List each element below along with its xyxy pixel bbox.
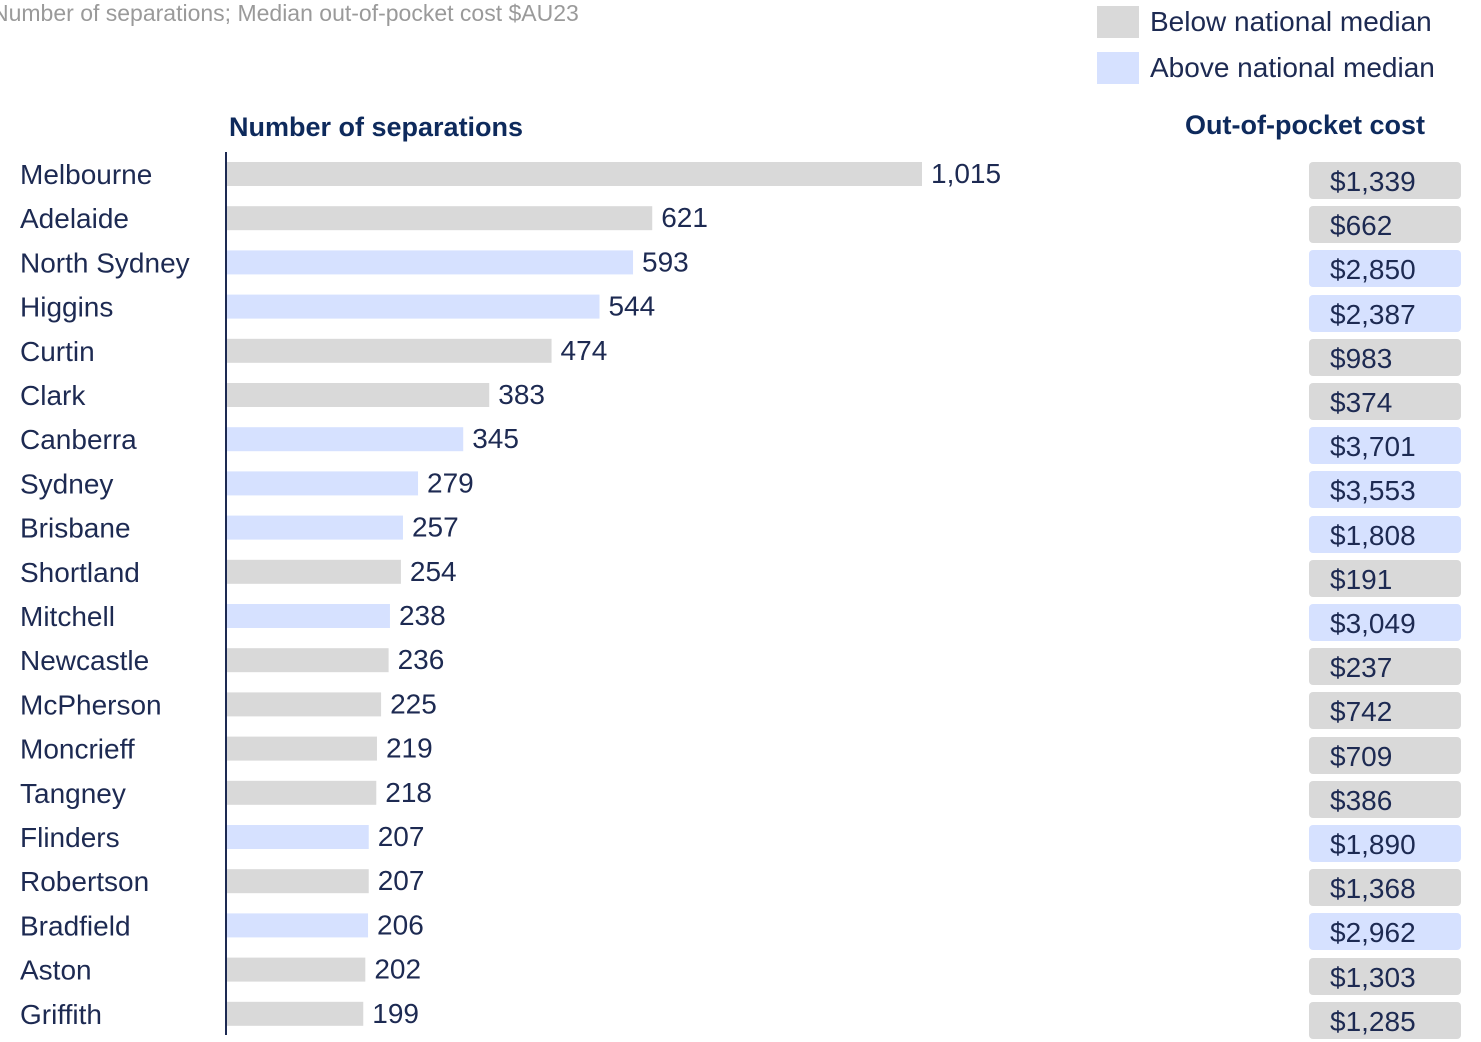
bar-value-label: 593 [642, 246, 689, 277]
bar-value-label: 238 [399, 600, 446, 631]
category-label: Robertson [20, 866, 149, 897]
cost-badge: $2,962 [1309, 913, 1461, 951]
cost-badge: $983 [1309, 338, 1461, 376]
bar-value-label: 1,015 [931, 158, 1001, 189]
category-label: Aston [20, 955, 92, 986]
category-label: Adelaide [20, 203, 129, 234]
category-label: Bradfield [20, 910, 131, 941]
bar [227, 736, 377, 761]
bar [227, 913, 369, 938]
bar-value-label: 544 [608, 291, 655, 322]
category-label: North Sydney [20, 247, 190, 278]
legend-swatch-below [1097, 6, 1139, 38]
category-label: Shortland [20, 557, 140, 588]
bar [227, 250, 634, 275]
bar [227, 604, 390, 628]
legend-label-below: Below national median [1150, 6, 1432, 37]
category-label: Brisbane [20, 513, 131, 544]
cost-badge: $662 [1309, 206, 1461, 244]
category-label: Newcastle [20, 645, 149, 676]
legend-label-above: Above national median [1150, 52, 1435, 83]
legend-swatch-above [1097, 52, 1139, 84]
category-label: McPherson [20, 689, 162, 720]
category-label: Clark [20, 380, 86, 411]
separations-column-title: Number of separations [229, 112, 524, 142]
bar-value-label: 199 [372, 998, 419, 1029]
bar-value-label: 206 [377, 909, 424, 940]
bar [227, 471, 419, 496]
bar [227, 780, 377, 805]
category-label: Mitchell [20, 601, 115, 632]
cost-badge: $237 [1309, 648, 1461, 686]
bar [227, 869, 369, 894]
category-label: Canberra [20, 424, 137, 455]
category-label: Curtin [20, 336, 95, 367]
bar-value-label: 202 [374, 954, 421, 985]
bar-value-label: 279 [427, 467, 474, 498]
bar [227, 515, 403, 540]
cost-badge: $3,049 [1309, 604, 1461, 641]
bar [227, 648, 389, 673]
bar-value-label: 207 [378, 821, 425, 852]
bar [227, 1001, 364, 1026]
bar-value-label: 218 [385, 777, 432, 808]
bar [227, 338, 552, 363]
cost-badge: $3,553 [1309, 471, 1461, 509]
bar [227, 957, 366, 982]
cost-badge: $1,303 [1309, 957, 1461, 995]
category-label: Higgins [20, 292, 113, 323]
bar [227, 206, 653, 231]
bar [227, 825, 369, 849]
cost-badge: $1,890 [1309, 825, 1461, 862]
bar [227, 294, 600, 319]
cost-badge: $742 [1309, 692, 1461, 730]
bar-value-label: 254 [410, 556, 457, 587]
cost-badge: $386 [1309, 780, 1461, 818]
bar [227, 559, 401, 584]
chart-subtitle: Number of separations; Median out-of-poc… [0, 0, 579, 26]
cost-badge: $1,285 [1309, 1001, 1461, 1039]
category-label: Tangney [20, 778, 126, 809]
bar-value-label: 383 [498, 379, 545, 410]
bar-value-label: 207 [378, 865, 425, 896]
category-label: Griffith [20, 999, 102, 1030]
cost-badge: $1,368 [1309, 869, 1461, 907]
bar [227, 692, 382, 717]
cost-badge: $1,808 [1309, 515, 1461, 553]
cost-badge: $3,701 [1309, 427, 1461, 465]
bar-value-label: 236 [398, 644, 445, 675]
cost-column-title: Out-of-pocket cost [1185, 110, 1425, 140]
category-label: Moncrieff [20, 734, 135, 765]
bar-value-label: 621 [661, 202, 708, 233]
bar-value-label: 345 [472, 423, 519, 454]
cost-badge: $1,339 [1309, 162, 1461, 199]
bar [227, 162, 922, 186]
cost-badge: $2,850 [1309, 250, 1461, 288]
category-label: Flinders [20, 822, 120, 853]
cost-badge: $191 [1309, 559, 1461, 597]
category-label: Melbourne [20, 159, 152, 190]
bar-value-label: 219 [386, 733, 433, 764]
category-label: Sydney [20, 468, 113, 499]
bar-value-label: 474 [561, 335, 608, 366]
bar-value-label: 257 [412, 512, 459, 543]
cost-badge: $374 [1309, 383, 1461, 420]
bar [227, 383, 490, 407]
cost-badge: $709 [1309, 736, 1461, 774]
cost-badge: $2,387 [1309, 294, 1461, 332]
bar [227, 427, 464, 452]
bar-value-label: 225 [390, 688, 437, 719]
